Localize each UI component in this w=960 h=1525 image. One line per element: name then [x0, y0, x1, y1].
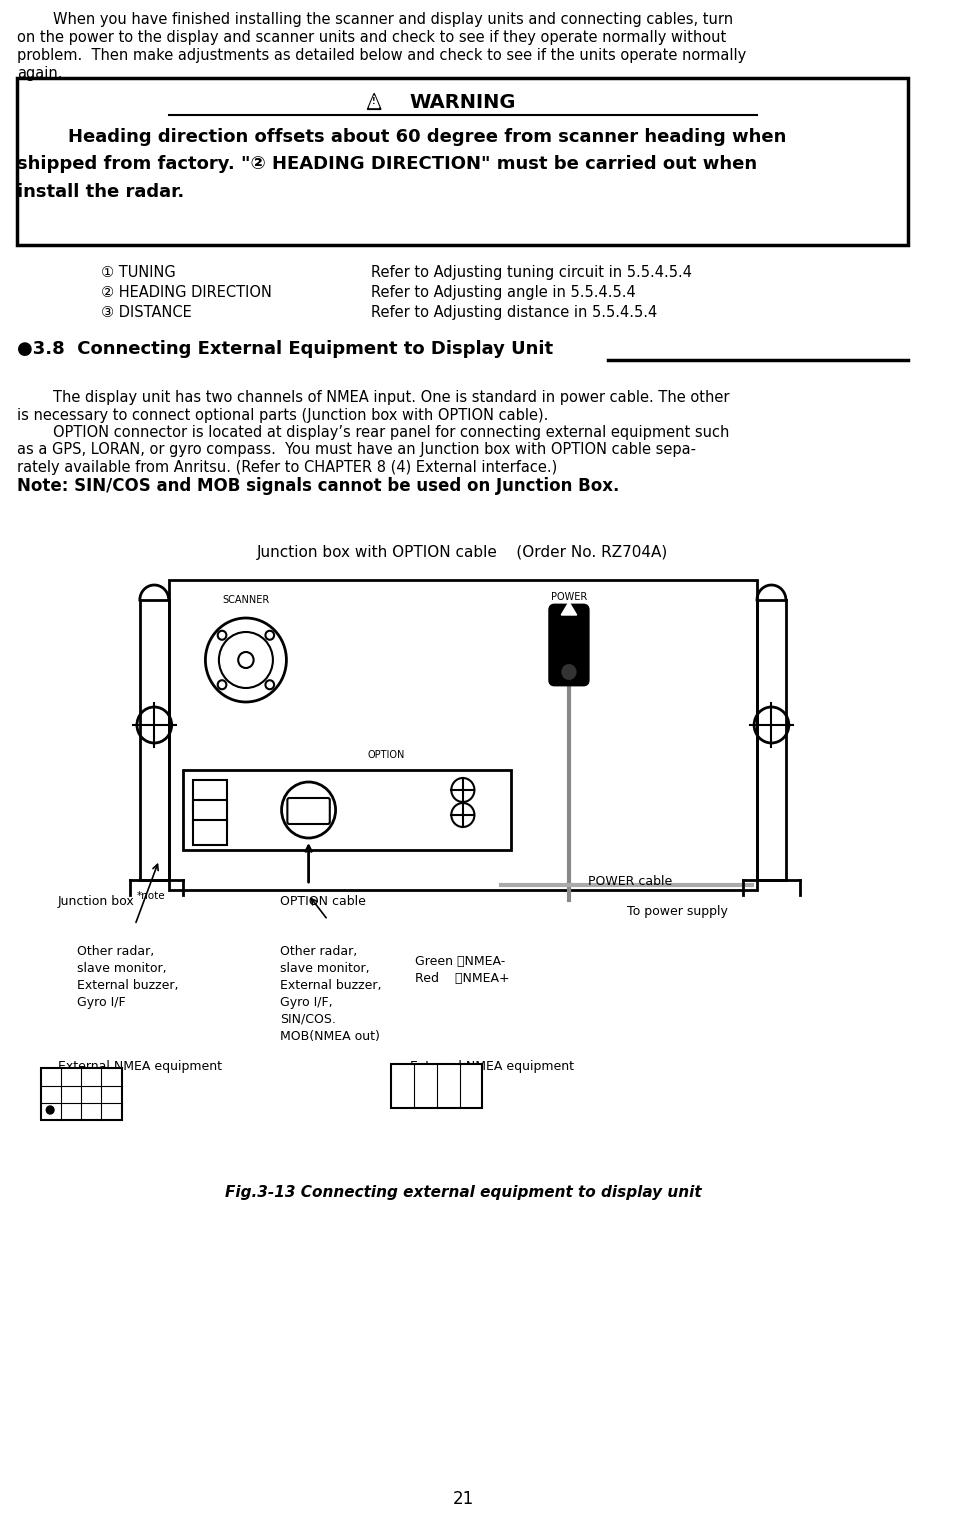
FancyBboxPatch shape [287, 798, 330, 824]
Text: ③ DISTANCE: ③ DISTANCE [101, 305, 192, 320]
Text: shipped from factory. "② HEADING DIRECTION" must be carried out when: shipped from factory. "② HEADING DIRECTI… [17, 156, 757, 172]
Circle shape [46, 1106, 54, 1113]
Text: *note: *note [137, 891, 165, 901]
Text: External NMEA equipment: External NMEA equipment [58, 1060, 222, 1074]
Bar [193, 779, 227, 810]
Text: OPTION cable: OPTION cable [279, 895, 366, 907]
Text: slave monitor,: slave monitor, [77, 962, 167, 974]
Text: ② HEADING DIRECTION: ② HEADING DIRECTION [101, 285, 272, 300]
Text: Junction box with OPTION cable    (Order No. RZ704A): Junction box with OPTION cable (Order No… [257, 544, 668, 560]
Text: External NMEA equipment: External NMEA equipment [410, 1060, 574, 1074]
Text: Red    ：NMEA+: Red ：NMEA+ [415, 971, 510, 985]
Text: External buzzer,: External buzzer, [279, 979, 381, 991]
Text: To power supply: To power supply [627, 904, 728, 918]
Text: Refer to Adjusting distance in 5.5.4.5.4: Refer to Adjusting distance in 5.5.4.5.4 [372, 305, 658, 320]
Text: When you have finished installing the scanner and display units and connecting c: When you have finished installing the sc… [53, 12, 733, 27]
Text: problem.  Then make adjustments as detailed below and check to see if the units : problem. Then make adjustments as detail… [17, 47, 747, 63]
Text: MOB(NMEA out): MOB(NMEA out) [279, 1029, 379, 1043]
Bar [17, 78, 908, 246]
Circle shape [561, 663, 578, 682]
Text: POWER cable: POWER cable [588, 875, 673, 888]
Text: Fig.3-13 Connecting external equipment to display unit: Fig.3-13 Connecting external equipment t… [225, 1185, 701, 1200]
Text: External buzzer,: External buzzer, [77, 979, 179, 991]
Text: again.: again. [17, 66, 62, 81]
FancyBboxPatch shape [550, 605, 588, 685]
Bar [40, 1068, 123, 1119]
Text: rately available from Anritsu. (Refer to CHAPTER 8 (4) External interface.): rately available from Anritsu. (Refer to… [17, 461, 558, 474]
Text: Refer to Adjusting tuning circuit in 5.5.4.5.4: Refer to Adjusting tuning circuit in 5.5… [372, 265, 692, 281]
Circle shape [265, 631, 275, 640]
Text: OPTION connector is located at display’s rear panel for connecting external equi: OPTION connector is located at display’s… [53, 425, 730, 441]
Text: 21: 21 [452, 1490, 473, 1508]
Text: SIN/COS.: SIN/COS. [279, 1013, 336, 1026]
Text: ① TUNING: ① TUNING [101, 265, 176, 281]
Bar [193, 820, 227, 845]
Text: Other radar,: Other radar, [77, 946, 155, 958]
Text: Note: SIN/COS and MOB signals cannot be used on Junction Box.: Note: SIN/COS and MOB signals cannot be … [17, 477, 620, 496]
Text: is necessary to connect optional parts (Junction box with OPTION cable).: is necessary to connect optional parts (… [17, 409, 549, 422]
Text: on the power to the display and scanner units and check to see if they operate n: on the power to the display and scanner … [17, 30, 727, 46]
Polygon shape [370, 96, 379, 107]
Text: OPTION: OPTION [367, 750, 404, 759]
Polygon shape [562, 602, 577, 615]
Circle shape [265, 680, 275, 689]
Text: WARNING: WARNING [410, 93, 516, 113]
Text: Gyro I/F,: Gyro I/F, [279, 996, 332, 1010]
Text: Green ：NMEA-: Green ：NMEA- [415, 955, 505, 968]
Bar [391, 1064, 482, 1109]
Circle shape [218, 680, 227, 689]
Bar [183, 770, 511, 849]
Text: SCANNER: SCANNER [223, 595, 270, 605]
Text: Junction box: Junction box [58, 895, 134, 907]
Polygon shape [368, 93, 381, 110]
Text: install the radar.: install the radar. [17, 183, 184, 201]
Bar [169, 580, 757, 891]
Text: POWER: POWER [551, 592, 588, 602]
Text: !: ! [372, 98, 376, 107]
Text: Heading direction offsets about 60 degree from scanner heading when: Heading direction offsets about 60 degre… [43, 128, 787, 146]
Text: as a GPS, LORAN, or gyro compass.  You must have an Junction box with OPTION cab: as a GPS, LORAN, or gyro compass. You mu… [17, 442, 696, 457]
Text: Refer to Adjusting angle in 5.5.4.5.4: Refer to Adjusting angle in 5.5.4.5.4 [372, 285, 636, 300]
Text: Other radar,: Other radar, [279, 946, 357, 958]
Text: slave monitor,: slave monitor, [279, 962, 370, 974]
Text: ●3.8  Connecting External Equipment to Display Unit: ●3.8 Connecting External Equipment to Di… [17, 340, 554, 358]
Text: Gyro I/F: Gyro I/F [77, 996, 126, 1010]
Text: The display unit has two channels of NMEA input. One is standard in power cable.: The display unit has two channels of NME… [53, 390, 730, 406]
Bar [193, 801, 227, 825]
Circle shape [218, 631, 227, 640]
